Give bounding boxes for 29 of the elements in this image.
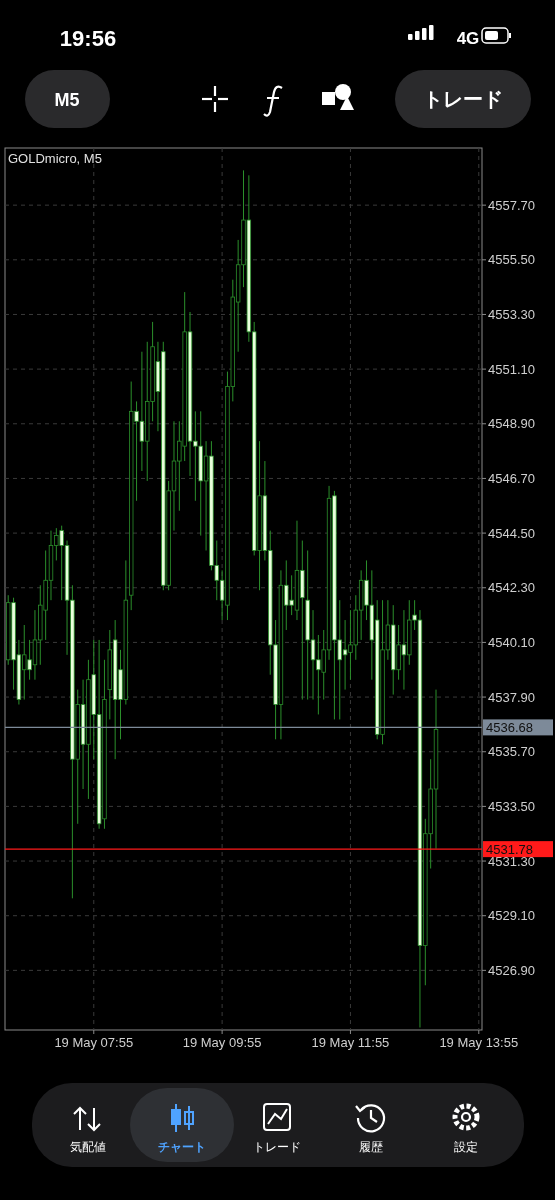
y-tick-label: 4546.70 — [488, 470, 535, 486]
x-tick-label: 19 May 11:55 — [311, 1035, 390, 1050]
chart-title: GOLDmicro, M5 — [8, 151, 102, 166]
y-tick-label: 4535.70 — [488, 744, 535, 760]
y-tick-label: 4540.10 — [488, 634, 535, 650]
text: チャート — [158, 1140, 206, 1154]
x-tick-label: 19 May 13:55 — [439, 1035, 519, 1050]
y-tick-label: 4553.30 — [488, 306, 535, 322]
text: トレード — [423, 88, 503, 110]
y-tick-label: 4537.90 — [488, 689, 535, 705]
text: 19:56 — [59, 26, 117, 51]
y-tick-label: 4542.30 — [488, 580, 535, 596]
y-tick-label: 4555.50 — [488, 252, 535, 268]
x-tick-label: 19 May 07:55 — [54, 1035, 134, 1050]
text: 4G — [456, 29, 480, 48]
ref-line-label: 4536.68 — [486, 719, 533, 735]
y-tick-label: 4529.10 — [488, 908, 535, 924]
text: M5 — [54, 90, 80, 110]
y-tick-label: 4551.10 — [488, 361, 535, 377]
y-tick-label: 4557.70 — [488, 197, 535, 213]
text: 設定 — [454, 1140, 478, 1154]
text: 気配値 — [70, 1140, 106, 1154]
text: トレード — [253, 1140, 301, 1154]
y-tick-label: 4526.90 — [488, 962, 535, 978]
x-tick-label: 19 May 09:55 — [182, 1035, 262, 1050]
y-tick-label: 4533.50 — [488, 798, 535, 814]
text: 履歴 — [359, 1140, 383, 1154]
y-tick-label: 4548.90 — [488, 416, 535, 432]
y-tick-label: 4544.50 — [488, 525, 535, 541]
